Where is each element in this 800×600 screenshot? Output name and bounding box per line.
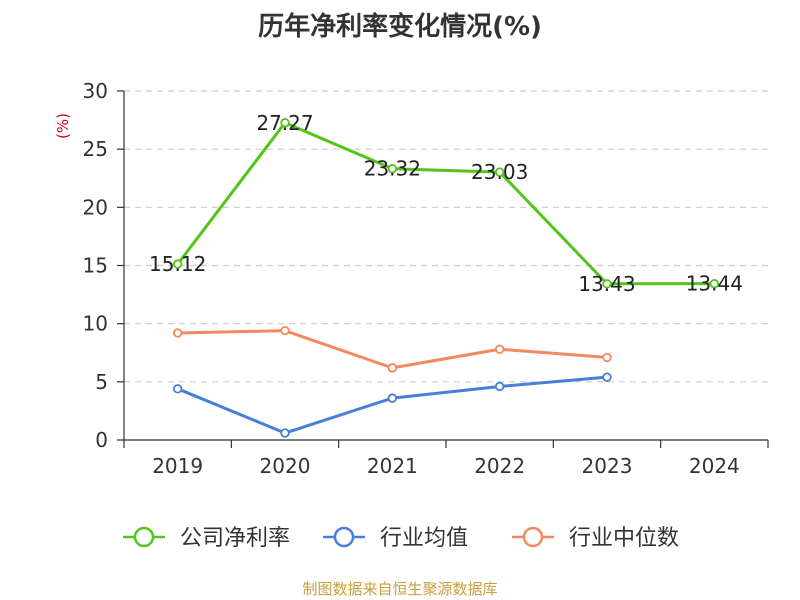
data-point	[280, 118, 290, 128]
y-axis-unit-label: (%)	[54, 113, 72, 139]
y-tick-label: 20	[83, 195, 108, 219]
x-tick-label: 2023	[582, 454, 633, 478]
data-point	[172, 384, 183, 394]
data-point	[280, 428, 290, 438]
y-tick-label: 25	[83, 137, 108, 161]
legend-marker	[333, 526, 355, 548]
y-tick-label: 5	[95, 370, 108, 394]
series-line	[177, 375, 608, 435]
data-label: 23.32	[364, 157, 421, 181]
data-point	[709, 278, 720, 289]
data-label: 15.12	[149, 252, 206, 276]
grid-lines	[124, 90, 768, 383]
x-tick-label: 2019	[152, 454, 203, 478]
series-line	[177, 329, 608, 370]
source-note: 制图数据来自恒生聚源数据库	[302, 580, 498, 598]
data-point	[602, 279, 612, 289]
y-tick-label: 30	[83, 79, 108, 103]
data-point	[172, 328, 183, 338]
data-label: 13.43	[578, 272, 635, 296]
x-tick-label: 2020	[260, 454, 311, 478]
data-label: 27.27	[256, 111, 313, 135]
data-point	[280, 325, 290, 336]
legend-marker	[133, 526, 155, 548]
data-label: 13.44	[686, 272, 743, 296]
legend-label: 行业均值	[380, 526, 468, 551]
y-tick-label: 10	[83, 312, 108, 336]
x-tick-label: 2024	[689, 454, 740, 478]
legend: 公司净利率 行业均值 行业中位数	[123, 526, 679, 551]
axes: 0 5 10 15 20 25 30 2019 2020 2021 2022 2023 2024	[83, 79, 769, 478]
x-tick-label: 2021	[367, 454, 418, 478]
data-point	[494, 167, 505, 177]
data-labels: 15.12 27.27 23.32 23.03 13.43 13.44	[149, 111, 743, 296]
legend-label: 公司净利率	[180, 526, 290, 551]
data-point	[494, 381, 505, 392]
legend-label: 行业中位数	[569, 526, 679, 551]
legend-marker	[522, 526, 544, 548]
data-point	[602, 372, 612, 382]
y-tick-label: 0	[95, 428, 108, 452]
data-point	[387, 363, 398, 373]
data-point	[494, 344, 505, 354]
series-lines	[172, 118, 720, 438]
data-label: 23.03	[471, 160, 528, 184]
data-point	[387, 393, 398, 403]
x-tick-label: 2022	[474, 454, 525, 478]
data-point	[172, 259, 183, 269]
data-point	[387, 164, 398, 174]
chart-title: 历年净利率变化情况(%)	[258, 12, 542, 42]
y-tick-label: 15	[83, 254, 108, 278]
data-point	[602, 352, 612, 363]
series-line	[176, 121, 715, 286]
